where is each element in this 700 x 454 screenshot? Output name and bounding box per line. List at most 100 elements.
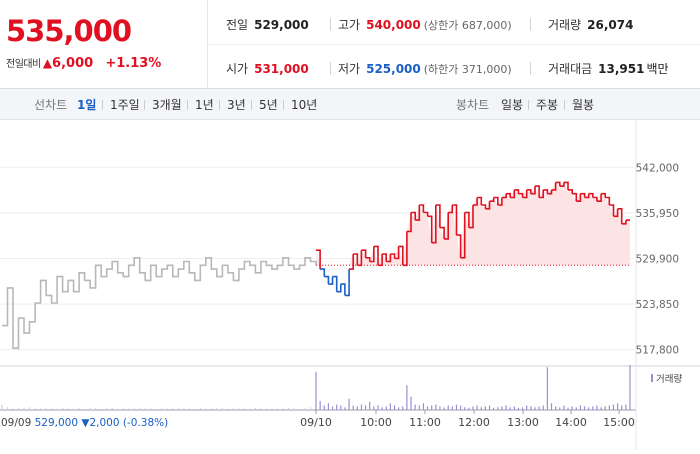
- current-price-box: 535,000 전일대비 ▲6,000 +1.13%: [0, 0, 208, 88]
- tab-5-years[interactable]: 5년: [259, 98, 278, 112]
- y-tick-label: 517,800: [636, 345, 679, 357]
- price-line-segment: [423, 211, 429, 217]
- price-line-segment: [481, 204, 487, 209]
- price-line-segment: [361, 249, 367, 258]
- price-line-segment: [609, 204, 615, 217]
- price-line-segment: [464, 211, 470, 228]
- price-line-segment: [452, 204, 458, 236]
- divider: [187, 100, 188, 110]
- price-line-segment: [411, 211, 416, 221]
- price-line-segment: [572, 192, 578, 202]
- price-line-segment: [477, 196, 483, 205]
- change-percent: +1.13%: [105, 56, 162, 71]
- price-line-segment: [460, 212, 466, 259]
- price-line-segment: [493, 196, 499, 205]
- divider: [564, 100, 565, 110]
- stats-panel: 전일 529,000 고가 540,000 (상한가 687,000) 거래량 26,0…: [208, 0, 700, 88]
- price-line-segment: [514, 189, 520, 194]
- price-line-segment: [419, 204, 425, 213]
- tab-1-week[interactable]: 1주일: [110, 98, 140, 112]
- change-label: 전일대비: [6, 59, 41, 70]
- stat-label: 저가: [338, 62, 361, 76]
- stat-value: 540,000: [366, 18, 421, 32]
- tab-daily-candle[interactable]: 일봉: [501, 98, 524, 112]
- price-line-segment: [431, 205, 437, 244]
- price-line-segment: [605, 196, 611, 205]
- price-line-segment: [328, 276, 334, 285]
- price-line-segment: [357, 250, 363, 267]
- price-line-segment: [448, 205, 454, 214]
- tab-3-years[interactable]: 3년: [227, 98, 246, 112]
- price-line-segment: [468, 205, 474, 229]
- x-tick-label: 10:00: [360, 416, 392, 429]
- chart-period-tabs: 선차트 1일 1주일 3개월 1년 3년 5년 10년 봉차트 일봉 주봉 월봉: [0, 89, 700, 120]
- y-tick-label: 535,950: [636, 208, 679, 220]
- price-line-segment: [353, 253, 359, 266]
- price-line-segment: [344, 269, 350, 297]
- tab-1-day[interactable]: 1일: [77, 98, 97, 112]
- price-line-segment: [551, 182, 557, 191]
- upper-limit: (상한가 687,000): [423, 19, 512, 32]
- price-line-segment: [390, 253, 396, 259]
- price-line-segment: [568, 189, 573, 194]
- price-line-segment: [535, 185, 540, 198]
- tab-weekly-candle[interactable]: 주봉: [536, 98, 559, 112]
- chart-background: [0, 120, 700, 450]
- candle-chart-label: 봉차트: [456, 98, 490, 112]
- stat-label: 거래대금: [548, 62, 593, 76]
- tab-3-months[interactable]: 3개월: [152, 98, 182, 112]
- stat-label: 고가: [338, 18, 361, 32]
- price-line-segment: [349, 254, 354, 270]
- price-line-segment: [369, 246, 375, 263]
- price-line-segment: [489, 197, 495, 202]
- x-tick-label: 09/10: [300, 416, 332, 429]
- price-line-segment: [398, 245, 404, 266]
- y-tick-label: 523,850: [636, 299, 679, 311]
- price-line-segment: [336, 284, 342, 293]
- price-line-segment: [580, 192, 586, 198]
- price-line-segment: [547, 189, 553, 195]
- price-line-segment: [596, 193, 602, 202]
- divider: [530, 62, 531, 75]
- price-line-segment: [320, 268, 326, 277]
- price-header: 535,000 전일대비 ▲6,000 +1.13% 전일 529,000 고가 54…: [0, 0, 700, 89]
- stat-value: 529,000: [254, 18, 309, 32]
- stat-value: 26,074: [587, 18, 634, 32]
- price-line-segment: [501, 193, 507, 199]
- up-triangle-icon: ▲: [42, 56, 53, 70]
- x-tick-label: 13:00: [507, 416, 539, 429]
- tab-10-years[interactable]: 10년: [291, 98, 318, 112]
- price-line-segment: [324, 275, 330, 285]
- price-line-segment: [378, 254, 383, 267]
- price-line-segment: [435, 204, 441, 228]
- y-tick-label: 529,900: [636, 254, 679, 266]
- price-line-segment: [439, 226, 445, 239]
- x-tick-label: 14:00: [555, 416, 587, 429]
- x-tick-label: 15:00: [603, 416, 635, 429]
- price-line-segment: [365, 257, 371, 262]
- price-line-segment: [332, 275, 338, 292]
- price-line-segment: [617, 208, 623, 224]
- tab-monthly-candle[interactable]: 월봉: [572, 98, 595, 112]
- price-line-segment: [526, 189, 532, 194]
- divider: [283, 100, 284, 110]
- divider: [330, 18, 331, 31]
- price-line-segment: [427, 215, 433, 243]
- stat-amount: 거래대금 13,951 백만: [548, 60, 669, 77]
- y-tick-label: 542,000: [636, 162, 679, 174]
- tab-1-year[interactable]: 1년: [195, 98, 214, 112]
- price-line-segment: [473, 197, 478, 206]
- x-tick-label: 11:00: [409, 416, 441, 429]
- price-line-segment: [444, 212, 449, 240]
- price-line-segment: [576, 193, 582, 202]
- stat-value: 13,951: [598, 62, 645, 76]
- price-line-segment: [559, 182, 565, 187]
- stat-label: 시가: [226, 62, 249, 76]
- stat-open: 시가 531,000: [226, 60, 309, 77]
- price-line-segment: [485, 201, 491, 210]
- price-line-segment: [382, 253, 387, 262]
- stat-label: 전일: [226, 18, 249, 32]
- stats-row-divider: [208, 44, 700, 45]
- price-line-segment: [394, 246, 400, 260]
